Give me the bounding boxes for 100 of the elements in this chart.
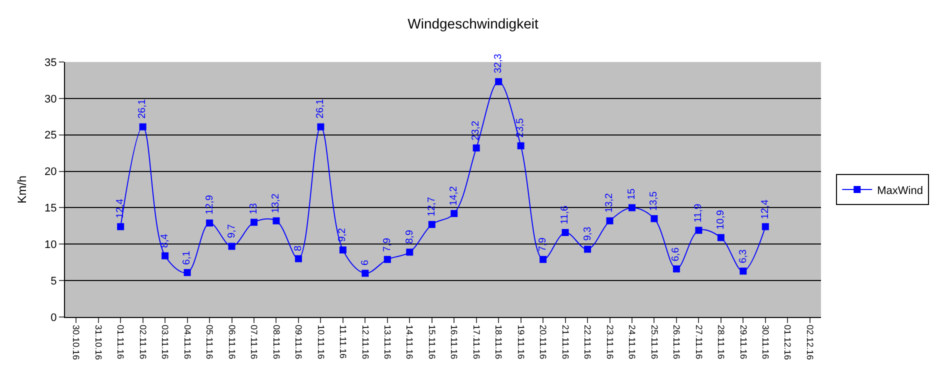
x-tick-label: 05.11.16 — [204, 324, 215, 360]
point — [272, 217, 280, 224]
data-label: 13,2 — [604, 192, 615, 213]
x-tick-label: 16.11.16 — [449, 324, 460, 360]
point — [362, 270, 369, 277]
point — [695, 226, 702, 234]
point — [650, 215, 658, 222]
point — [740, 268, 747, 275]
data-label: 23,2 — [470, 120, 482, 140]
data-label: 9,3 — [582, 226, 594, 241]
point — [495, 78, 502, 86]
y-tick-label: 15 — [44, 202, 57, 215]
data-label: 32,3 — [492, 53, 504, 74]
x-tick-label: 27.11.16 — [694, 324, 704, 360]
x-tick-label: 08.11.16 — [271, 324, 282, 360]
x-tick-label: 21.11.16 — [560, 324, 570, 360]
data-label: 12,7 — [426, 196, 438, 216]
x-tick-label: 30.10.16 — [71, 324, 82, 360]
data-label: 8 — [292, 245, 304, 252]
x-tick-label: 04.11.16 — [182, 324, 192, 360]
point — [317, 123, 324, 130]
x-tick-label: 29.11.16 — [738, 324, 748, 360]
y-axis-title: Km/h — [14, 175, 29, 204]
point — [339, 246, 346, 254]
x-tick-label: 17.11.16 — [471, 324, 482, 360]
point — [584, 246, 592, 253]
point — [606, 217, 614, 224]
x-tick-label: 31.10.16 — [93, 324, 104, 360]
x-tick-label: 11.11.16 — [338, 324, 348, 359]
x-tick-label: 10.11.16 — [316, 324, 326, 360]
data-label: 13,2 — [270, 193, 282, 214]
x-tick-label: 22.11.16 — [582, 324, 593, 360]
x-tick-label: 25.11.16 — [649, 324, 660, 360]
data-label: 8,9 — [404, 229, 416, 244]
point — [250, 218, 258, 226]
x-tick-label: 26.11.16 — [672, 324, 682, 360]
x-tick-label: 02.12.16 — [804, 324, 815, 360]
x-tick-label: 28.11.16 — [716, 324, 726, 360]
point — [139, 123, 146, 130]
x-tick-label: 13.11.16 — [382, 324, 392, 360]
point — [762, 223, 769, 230]
point — [117, 223, 124, 230]
data-label: 11,9 — [692, 203, 704, 223]
data-label: 12,4 — [760, 199, 771, 220]
point — [428, 220, 436, 228]
y-tick-label: 10 — [44, 238, 57, 251]
x-tick-label: 02.11.16 — [138, 324, 148, 360]
y-tick-label: 35 — [44, 56, 57, 69]
x-tick-label: 06.11.16 — [226, 324, 237, 360]
point — [517, 142, 524, 150]
point — [450, 210, 458, 218]
point — [717, 234, 724, 242]
y-tick-label: 20 — [44, 166, 57, 178]
x-tick-label: 20.11.16 — [538, 324, 548, 360]
data-label: 10,9 — [715, 210, 726, 230]
data-label: 7,9 — [382, 238, 393, 252]
point — [562, 228, 569, 236]
data-label: 6 — [360, 259, 371, 266]
x-tick-label: 07.11.16 — [249, 324, 260, 360]
data-label: 6,3 — [738, 248, 750, 264]
point — [628, 204, 636, 212]
chart-title: Windgeschwindigkeit — [408, 16, 538, 32]
data-label: 13 — [248, 202, 260, 214]
data-label: 6,1 — [182, 250, 193, 265]
point — [162, 252, 169, 260]
x-tick-label: 30.11.16 — [760, 324, 770, 360]
point — [228, 242, 236, 250]
data-label: 9,2 — [336, 228, 348, 242]
x-tick-label: 12.11.16 — [360, 324, 370, 360]
point — [472, 144, 480, 152]
y-tick-label: 0 — [50, 312, 57, 324]
x-tick-label: 09.11.16 — [294, 324, 304, 360]
x-tick-label: 19.11.16 — [516, 324, 526, 360]
legend-label: MaxWind — [877, 184, 923, 197]
data-label: 6,6 — [670, 247, 682, 262]
data-label: 26,1 — [314, 98, 326, 119]
data-label: 13,5 — [648, 190, 660, 211]
point — [406, 248, 414, 256]
data-label: 14,2 — [448, 186, 460, 206]
x-tick-label: 24.11.16 — [627, 324, 638, 360]
point — [672, 265, 680, 272]
y-tick-label: 5 — [50, 275, 57, 288]
x-tick-label: 15.11.16 — [426, 324, 437, 360]
x-tick-label: 23.11.16 — [604, 324, 615, 360]
x-tick-label: 18.11.16 — [494, 324, 504, 360]
point — [184, 269, 191, 276]
data-label: 9,7 — [226, 224, 238, 238]
y-tick-label: 25 — [44, 130, 57, 142]
x-tick-label: 14.11.16 — [404, 324, 415, 360]
x-tick-label: 03.11.16 — [160, 324, 170, 360]
point — [540, 256, 547, 263]
x-tick-label: 01.11.16 — [116, 324, 126, 360]
point — [384, 256, 391, 263]
data-label: 12,9 — [204, 194, 216, 215]
data-label: 7,9 — [538, 237, 549, 252]
data-label: 26,1 — [136, 98, 148, 119]
data-label: 11,6 — [559, 205, 570, 224]
x-tick-label: 01.12.16 — [782, 324, 793, 360]
data-label: 15 — [626, 188, 638, 200]
y-tick-label: 30 — [44, 93, 57, 106]
